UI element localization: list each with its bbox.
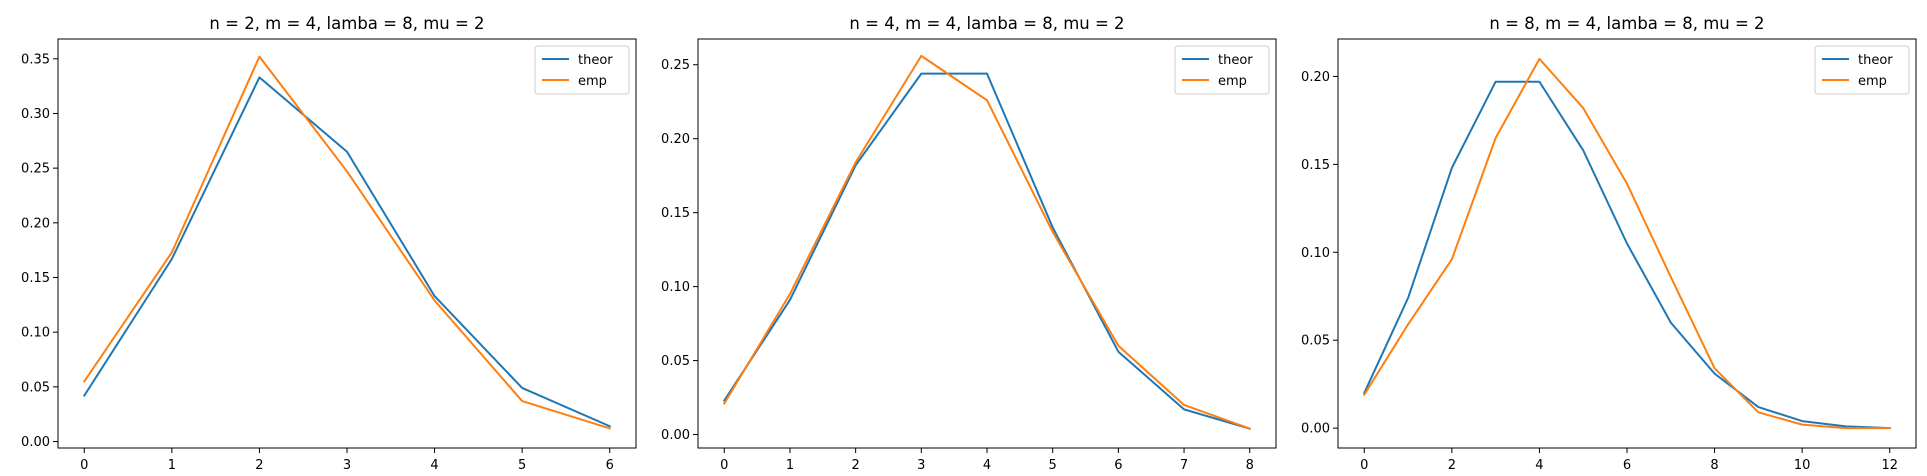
subplot-2-y-tick-label: 0.10 — [661, 280, 690, 295]
subplot-1-y-tick-label: 0.10 — [21, 326, 50, 341]
subplot-2-series-theor-line — [722, 72, 1251, 430]
subplot-1-y-tick-label: 0.15 — [21, 271, 50, 286]
subplot-2-title: n = 4, m = 4, lamba = 8, mu = 2 — [849, 14, 1124, 33]
subplot-3-y-tick-label: 0.20 — [1301, 70, 1330, 85]
subplot-1-legend-emp-label: emp — [578, 74, 607, 89]
subplot-2-y-tick-label: 0.20 — [661, 132, 690, 147]
subplot-3-x-tick-label: 4 — [1535, 458, 1543, 473]
subplot-1-x-tick-label: 2 — [255, 458, 263, 473]
subplot-3-x-tick-label: 2 — [1448, 458, 1456, 473]
subplot-2-series-emp-line — [722, 54, 1252, 430]
subplot-3-x-tick-label: 8 — [1710, 458, 1718, 473]
subplot-2-y-tick-label: 0.05 — [661, 354, 690, 369]
subplot-2-y-tick-label: 0.00 — [661, 428, 690, 443]
subplot-3-series-emp-line — [1362, 57, 1891, 430]
subplot-2-x-tick-label: 4 — [983, 458, 991, 473]
subplot-3-series-theor-line — [1362, 80, 1891, 430]
subplot-1-x-tick-label: 6 — [606, 458, 614, 473]
subplot-3-x-tick-label: 10 — [1794, 458, 1811, 473]
subplot-1-y-tick-label: 0.25 — [21, 162, 50, 177]
subplot-1-x-tick-label: 0 — [80, 458, 88, 473]
subplot-3-title: n = 8, m = 4, lamba = 8, mu = 2 — [1489, 14, 1764, 33]
subplot-3-x-tick-label: 0 — [1360, 458, 1368, 473]
subplot-1: n = 2, m = 4, lamba = 8, mu = 2 0 1 2 3 4 5 6 0… — [21, 14, 637, 473]
subplot-3-legend-emp-label: emp — [1858, 74, 1887, 89]
subplot-3-x-tick-label: 6 — [1623, 458, 1631, 473]
subplot-2-legend-emp-label: emp — [1218, 74, 1247, 89]
subplot-2-x-tick-label: 1 — [786, 458, 794, 473]
subplot-2-legend: theor emp — [1174, 45, 1270, 95]
subplot-3-legend: theor emp — [1814, 45, 1910, 95]
subplot-1-y-tick-label: 0.00 — [21, 435, 50, 450]
subplot-1-legend: theor emp — [534, 45, 630, 95]
subplot-1-y-tick-label: 0.35 — [21, 52, 50, 67]
subplot-1-y-tick-label: 0.05 — [21, 380, 50, 395]
subplot-2-y-tick-label: 0.15 — [661, 206, 690, 221]
subplot-1-legend-theor-label: theor — [578, 53, 613, 68]
subplot-2-x-tick-label: 0 — [720, 458, 728, 473]
subplot-2-legend-theor-label: theor — [1218, 53, 1253, 68]
subplot-2-x-tick-label: 8 — [1246, 458, 1254, 473]
subplot-3-y-tick-label: 0.10 — [1301, 246, 1330, 261]
subplot-1-x-tick-label: 4 — [430, 458, 438, 473]
subplot-1-series-emp-line — [82, 55, 611, 430]
subplot-1-x-tick-label: 3 — [343, 458, 351, 473]
subplot-1-y-tick-label: 0.20 — [21, 216, 50, 231]
subplot-2-x-tick-label: 7 — [1180, 458, 1188, 473]
subplot-2-x-tick-label: 3 — [917, 458, 925, 473]
subplot-1-series-theor-line — [82, 76, 612, 428]
subplot-3-x-tick-label: 12 — [1881, 458, 1898, 473]
subplot-1-x-tick-label: 5 — [518, 458, 526, 473]
subplot-3: n = 8, m = 4, lamba = 8, mu = 2 0 2 4 6 8 10 1… — [1301, 14, 1917, 473]
subplot-3-y-tick-label: 0.05 — [1301, 334, 1330, 349]
subplot-1-x-tick-label: 1 — [168, 458, 176, 473]
subplot-3-legend-theor-label: theor — [1858, 53, 1893, 68]
subplot-1-title: n = 2, m = 4, lamba = 8, mu = 2 — [209, 14, 484, 33]
subplot-2-x-tick-label: 5 — [1049, 458, 1057, 473]
subplot-3-y-tick-label: 0.15 — [1301, 158, 1330, 173]
subplot-2: n = 4, m = 4, lamba = 8, mu = 2 0 1 2 3 4 5 6 7… — [661, 14, 1277, 473]
subplot-1-y-tick-label: 0.30 — [21, 107, 50, 122]
subplot-2-x-tick-label: 2 — [851, 458, 859, 473]
subplot-2-y-tick-label: 0.25 — [661, 58, 690, 73]
subplot-2-x-tick-label: 6 — [1114, 458, 1122, 473]
subplot-3-y-tick-label: 0.00 — [1301, 422, 1330, 437]
